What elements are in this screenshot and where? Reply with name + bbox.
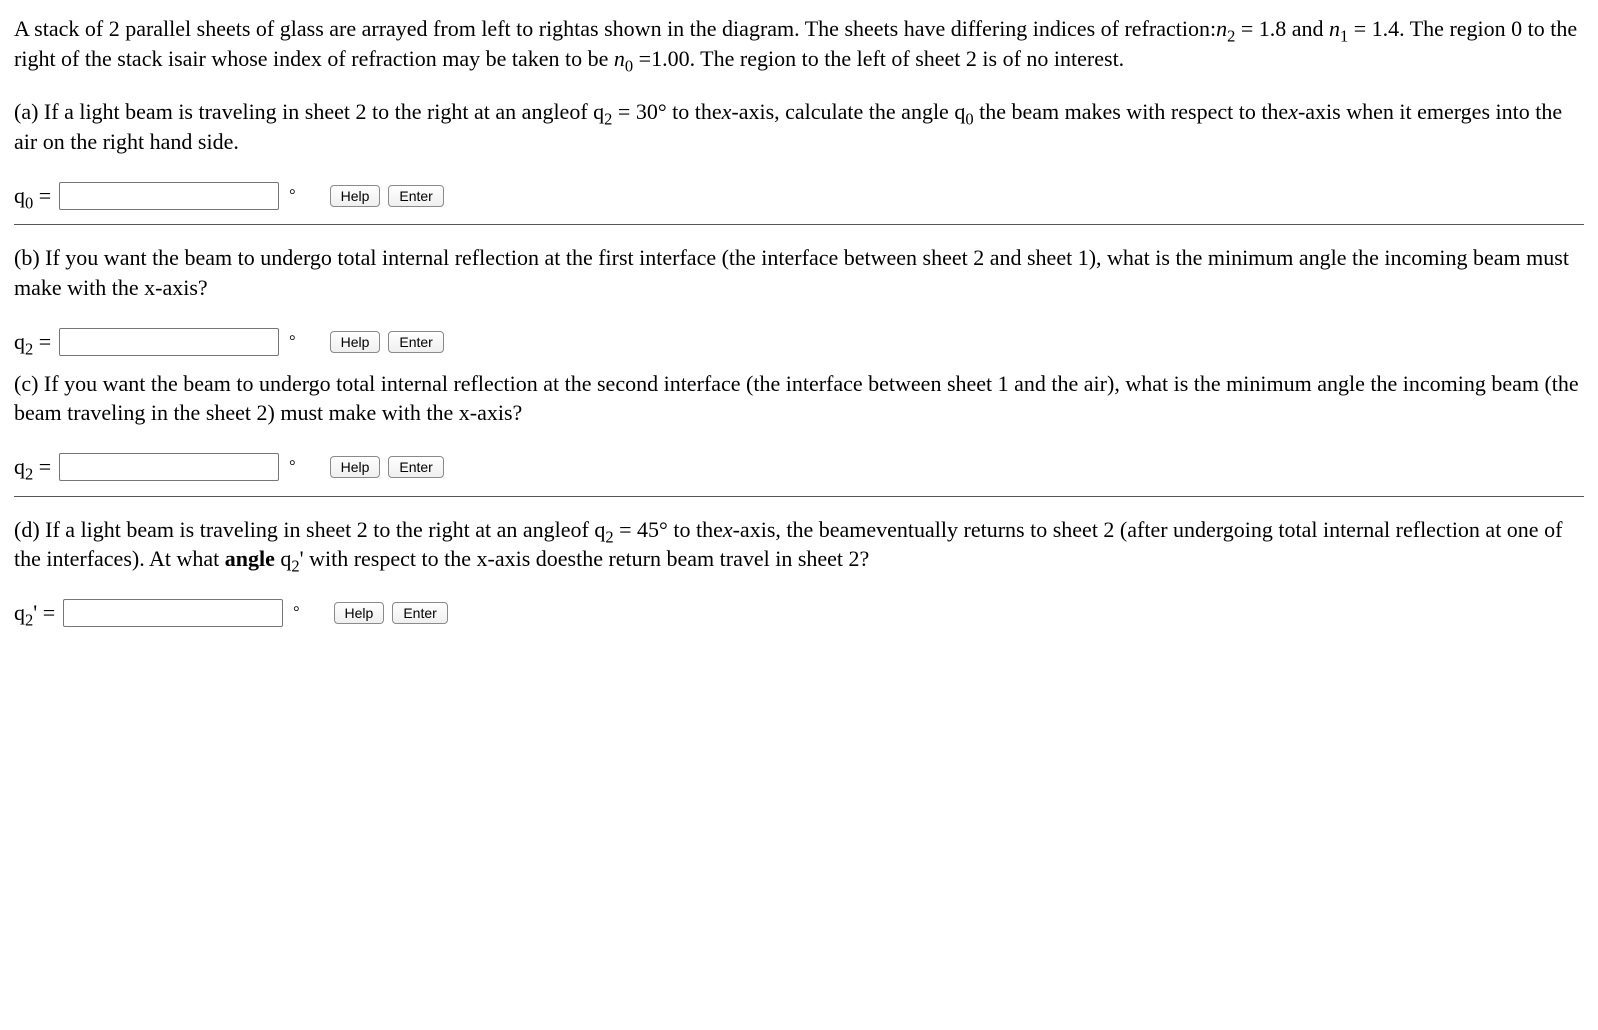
part-c-help-button[interactable]: Help — [330, 456, 381, 478]
part-d-q2p-rest: ' with respect to the x-axis doesthe ret… — [300, 546, 870, 571]
part-a-input[interactable] — [59, 182, 279, 210]
part-b-input[interactable] — [59, 328, 279, 356]
part-a-ans-eq: = — [33, 183, 51, 208]
separator-2 — [14, 496, 1584, 497]
part-a-unit: ° — [289, 185, 295, 207]
part-b-answer-row: q2 = ° Help Enter — [14, 327, 1584, 357]
part-a-x1: x — [722, 99, 732, 124]
part-c-answer-label: q2 = — [14, 452, 51, 482]
part-a-x2: x — [1288, 99, 1298, 124]
n0-sub: 0 — [625, 56, 633, 75]
part-c-enter-button[interactable]: Enter — [388, 456, 443, 478]
part-d-help-button[interactable]: Help — [334, 602, 385, 624]
part-a-q2-val: = 30° to the — [612, 99, 721, 124]
part-d-x: x — [723, 517, 733, 542]
part-c-ans-sub: 2 — [25, 464, 33, 483]
part-b-ans-sub: 2 — [25, 339, 33, 358]
part-a-prefix: (a) If a light beam is traveling in shee… — [14, 99, 593, 124]
part-d-ans-q: q — [14, 600, 25, 625]
intro-paragraph: A stack of 2 parallel sheets of glass ar… — [14, 14, 1584, 73]
part-a-ans-sub: 0 — [25, 193, 33, 212]
part-c-answer-row: q2 = ° Help Enter — [14, 452, 1584, 482]
part-d-prefix: (d) If a light beam is traveling in shee… — [14, 517, 594, 542]
part-a-enter-button[interactable]: Enter — [388, 185, 443, 207]
part-d-enter-button[interactable]: Enter — [392, 602, 447, 624]
part-d-input[interactable] — [63, 599, 283, 627]
part-d-q2-val: = 45° to the — [614, 517, 723, 542]
part-b-ans-eq: = — [33, 329, 51, 354]
n0-val: =1.00. The region to the left of sheet 2… — [633, 46, 1124, 71]
part-c-input[interactable] — [59, 453, 279, 481]
part-d-q2: q — [594, 517, 605, 542]
part-b-ans-q: q — [14, 329, 25, 354]
part-a-q2: q — [593, 99, 604, 124]
part-c-unit: ° — [289, 456, 295, 478]
part-d-angle-bold: angle — [225, 546, 275, 571]
part-d-ans-sub: 2 — [25, 610, 33, 629]
n1-var: n — [1329, 16, 1340, 41]
intro-text-1: A stack of 2 parallel sheets of glass ar… — [14, 16, 1216, 41]
part-a-mid1: -axis, calculate the angle — [731, 99, 954, 124]
part-d-unit: ° — [293, 602, 299, 624]
part-a-q0-sub: 0 — [965, 110, 973, 129]
part-d-q2-sub: 2 — [605, 527, 613, 546]
part-b-answer-label: q2 = — [14, 327, 51, 357]
part-d-q2p: q — [280, 546, 291, 571]
part-d-ans-eq: ' = — [33, 600, 55, 625]
part-a-text: (a) If a light beam is traveling in shee… — [14, 97, 1584, 156]
n2-val: = 1.8 and — [1235, 16, 1329, 41]
part-b-enter-button[interactable]: Enter — [388, 331, 443, 353]
part-d-text: (d) If a light beam is traveling in shee… — [14, 515, 1584, 574]
part-a-mid2: the beam makes with respect to the — [974, 99, 1289, 124]
part-c-text: (c) If you want the beam to undergo tota… — [14, 369, 1584, 428]
part-a-ans-q: q — [14, 183, 25, 208]
part-b-text: (b) If you want the beam to undergo tota… — [14, 243, 1584, 302]
part-c-ans-q: q — [14, 454, 25, 479]
part-d-q2p-sub: 2 — [291, 557, 299, 576]
n0-var: n — [614, 46, 625, 71]
n1-sub: 1 — [1340, 26, 1348, 45]
part-d-answer-label: q2' = — [14, 598, 55, 628]
separator-1 — [14, 224, 1584, 225]
part-c-ans-eq: = — [33, 454, 51, 479]
part-a-q0: q — [954, 99, 965, 124]
part-a-answer-label: q0 = — [14, 181, 51, 211]
part-d-answer-row: q2' = ° Help Enter — [14, 598, 1584, 628]
n2-var: n — [1216, 16, 1227, 41]
part-b-unit: ° — [289, 331, 295, 353]
part-a-answer-row: q0 = ° Help Enter — [14, 181, 1584, 211]
part-a-help-button[interactable]: Help — [330, 185, 381, 207]
part-b-help-button[interactable]: Help — [330, 331, 381, 353]
